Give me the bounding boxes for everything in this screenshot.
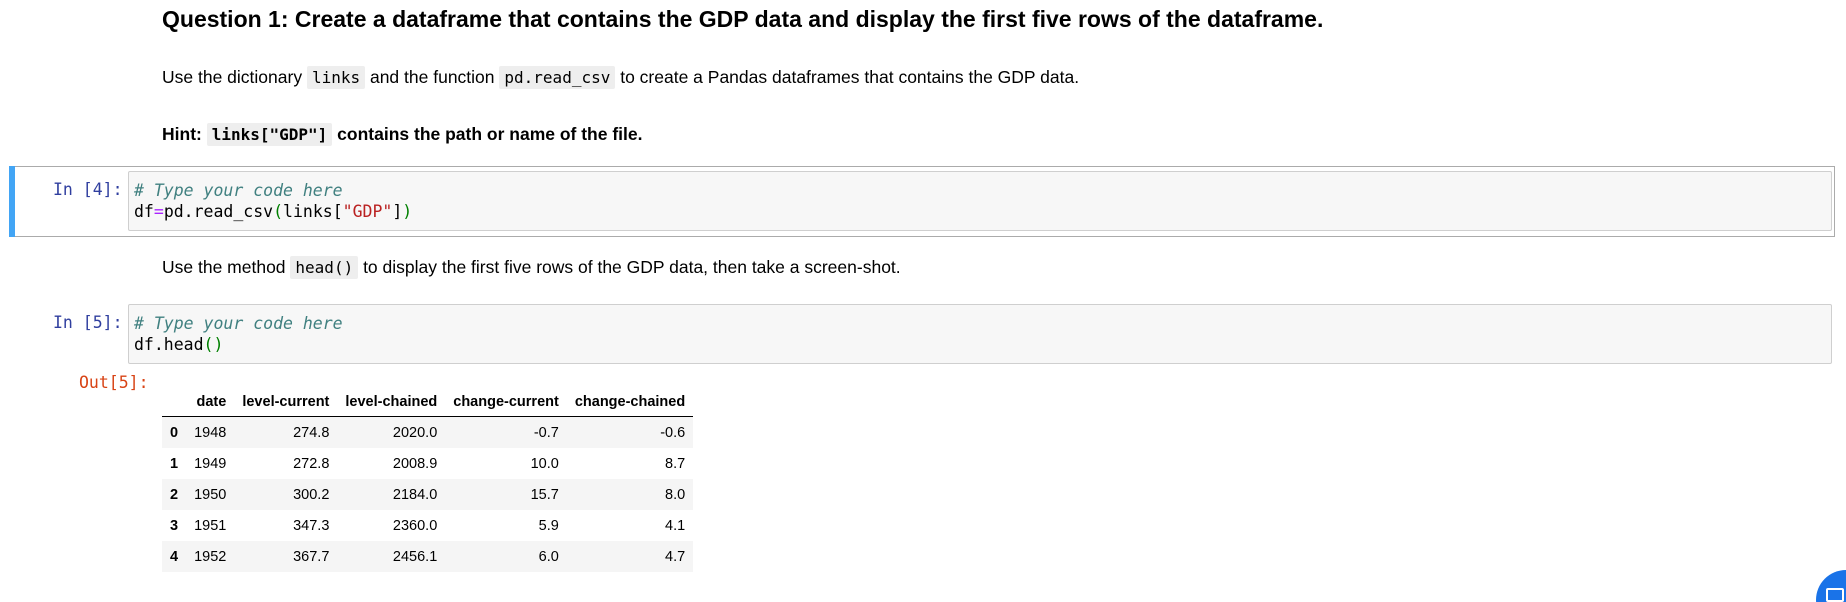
code-string: "GDP" [342, 202, 393, 221]
cell-level-chained: 2360.0 [392, 517, 438, 534]
code-paren: ) [402, 202, 413, 221]
cell-level-current: 347.3 [293, 517, 330, 534]
cell-date: 1950 [194, 486, 227, 503]
cell-change-chained: 4.1 [665, 517, 686, 534]
code-cell-selected[interactable] [9, 166, 1835, 237]
cell-change-chained: 8.7 [665, 455, 686, 472]
hint-body: contains the path or name of the file. [332, 124, 643, 144]
table-row: 3 1951 347.3 2360.0 5.9 4.1 [162, 510, 693, 541]
row-index: 4 [170, 548, 179, 565]
row-index: 1 [170, 455, 179, 472]
table-row: 0 1948 274.8 2020.0 -0.7 -0.6 [162, 416, 694, 448]
cell-level-chained: 2456.1 [392, 548, 438, 565]
cell-change-chained: -0.6 [660, 424, 686, 441]
column-header-change-chained: change-chained [566, 388, 694, 417]
cell-level-current: 367.7 [293, 548, 330, 565]
inline-code-links: links [306, 66, 366, 89]
cell-date: 1951 [194, 517, 227, 534]
column-header-date: date [186, 388, 235, 417]
question-title: Question 1: Create a dataframe that cont… [162, 6, 1324, 32]
code-paren: ( [273, 202, 284, 221]
cell-date: 1952 [194, 548, 227, 565]
cell-level-current: 274.8 [293, 424, 330, 441]
instruction-read-csv: Use the dictionary links and the functio… [162, 66, 1080, 89]
floating-chat-button[interactable] [1816, 570, 1846, 602]
code-func: pd.read_csv [163, 202, 274, 221]
column-header-change-current: change-current [445, 388, 567, 417]
inline-code-read-csv: pd.read_csv [499, 66, 616, 89]
inline-code-links-gdp: links["GDP"] [206, 123, 333, 146]
cell-level-current: 300.2 [293, 486, 330, 503]
row-index: 3 [170, 517, 179, 534]
hint-text: Hint: links["GDP"] contains the path or … [162, 123, 643, 146]
table-row: 2 1950 300.2 2184.0 15.7 8.0 [162, 479, 694, 510]
code-var-df: df [134, 202, 154, 221]
cell-level-chained: 2008.9 [392, 455, 438, 472]
cell-change-current: 15.7 [530, 486, 559, 503]
code-operator: = [153, 202, 164, 221]
cell-change-current: 6.0 [538, 548, 559, 565]
cell-level-current: 272.8 [293, 455, 330, 472]
row-index: 0 [170, 424, 179, 441]
cell-change-current: 5.9 [538, 517, 559, 534]
code-paren: () [203, 335, 224, 354]
inline-code-head: head() [290, 256, 359, 279]
column-header-level-current: level-current [234, 388, 338, 417]
cell-change-chained: 8.0 [665, 486, 686, 503]
code-comment: # Type your code here [134, 314, 343, 333]
chat-icon [1826, 588, 1844, 602]
row-index: 2 [170, 486, 179, 503]
cell-change-current: -0.7 [533, 424, 559, 441]
code-call-head: df.head [134, 335, 204, 354]
instruction-text: and the function [365, 67, 500, 87]
cell-change-chained: 4.7 [665, 548, 686, 565]
dataframe-output: date level-current level-chained change-… [162, 388, 694, 572]
column-header-level-chained: level-chained [337, 388, 446, 417]
code-editor-cell-5[interactable]: # Type your code here df.head() [128, 304, 1832, 364]
index-header [162, 388, 187, 417]
cell-selection-bar [9, 166, 15, 237]
instruction-head: Use the method head() to display the fir… [162, 256, 901, 279]
output-prompt-5: Out[5]: [79, 373, 149, 392]
table-row: 4 1952 367.7 2456.1 6.0 4.7 [162, 541, 694, 572]
cell-date: 1949 [194, 455, 227, 472]
instruction-text: Use the dictionary [162, 67, 307, 87]
cell-date: 1948 [194, 424, 227, 441]
instruction-text: Use the method [162, 257, 291, 277]
code-arg: links[ [283, 202, 343, 221]
instruction-text: to display the first five rows of the GD… [358, 257, 901, 277]
instruction-text: to create a Pandas dataframes that conta… [615, 67, 1080, 87]
table-header-row: date level-current level-chained change-… [162, 388, 694, 417]
code-editor-cell-4[interactable]: # Type your code here df=pd.read_csv(lin… [128, 171, 1832, 231]
input-prompt-4: In [4]: [53, 180, 123, 199]
code-comment: # Type your code here [134, 181, 343, 200]
input-prompt-5: In [5]: [53, 313, 123, 332]
cell-change-current: 10.0 [530, 455, 559, 472]
code-bracket: ] [392, 202, 403, 221]
hint-label: Hint: [162, 124, 207, 144]
table-row: 1 1949 272.8 2008.9 10.0 8.7 [162, 448, 693, 479]
cell-level-chained: 2184.0 [392, 486, 438, 503]
cell-level-chained: 2020.0 [392, 424, 438, 441]
